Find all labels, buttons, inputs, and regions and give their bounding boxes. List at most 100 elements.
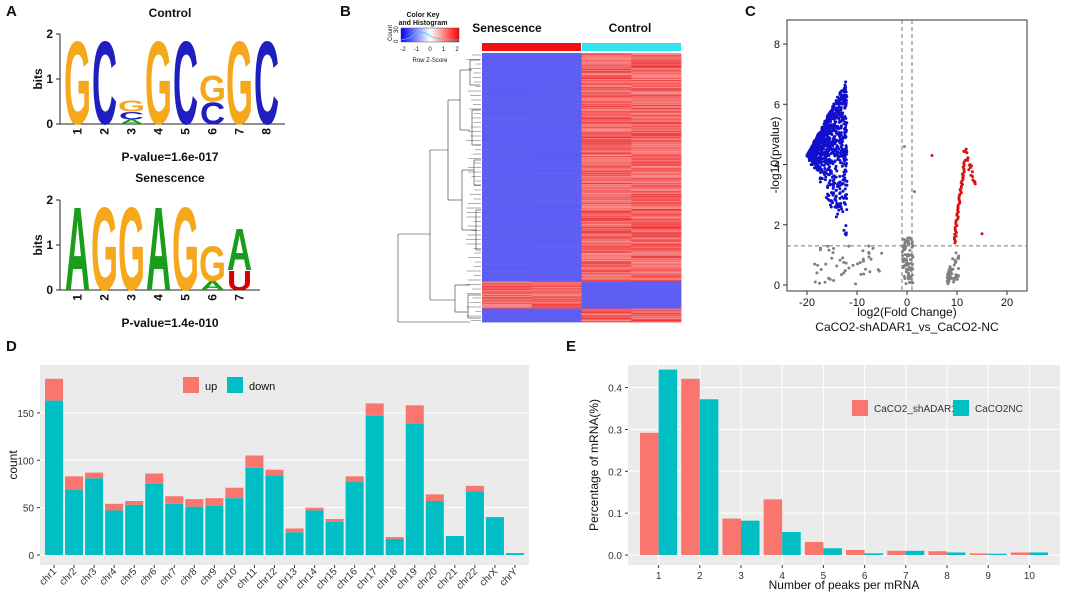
heatmap-cell: [581, 126, 632, 128]
heatmap-cell: [581, 129, 632, 131]
heatmap-cell: [531, 119, 582, 121]
heatmap-cell: [631, 79, 682, 82]
heatmap-cell: [581, 307, 632, 309]
heatmap-cell: [482, 156, 533, 158]
heatmap-cell: [482, 131, 533, 134]
volcano-point-down: [827, 153, 831, 157]
logo-letter-G: G: [172, 183, 199, 316]
volcano-ytick-label: 4: [774, 160, 780, 172]
heatmap-cell: [631, 68, 682, 70]
heatmap-cell: [581, 288, 632, 291]
heatmap-cell: [631, 213, 682, 215]
heatmap-cell: [631, 227, 682, 230]
heatmap-cell: [531, 164, 582, 166]
heatmap-cell: [631, 78, 682, 80]
color-key-ytick-30: 30: [394, 26, 400, 33]
heatmap-cell: [581, 296, 632, 299]
heatmap-cell: [531, 152, 582, 154]
heatmap-cell: [531, 94, 582, 96]
heatmap-cell: [631, 182, 682, 184]
heatmap-cell: [531, 191, 582, 194]
heatmap-cell: [631, 282, 682, 284]
bar-e-xtick-label: 5: [821, 571, 827, 582]
heatmap-cell: [581, 81, 632, 83]
heatmap-cell: [531, 259, 582, 261]
heatmap-cell: [482, 316, 533, 318]
heatmap-cell: [531, 77, 582, 79]
heatmap-cell: [482, 59, 533, 61]
logo-senescence-ylabel: bits: [31, 234, 45, 256]
heatmap-cell: [482, 75, 533, 77]
heatmap-cell: [581, 294, 632, 296]
bar-d-down-chr9: [205, 505, 224, 555]
heatmap-cell: [581, 69, 632, 71]
bar-d-down-chr10: [225, 498, 244, 555]
heatmap-cell: [482, 265, 533, 267]
heatmap-cell: [531, 207, 582, 209]
heatmap-cell: [581, 261, 632, 264]
heatmap-cell: [482, 321, 533, 323]
heatmap-cell: [581, 162, 632, 164]
volcano-point-ns: [906, 241, 910, 245]
heatmap-cell: [581, 99, 632, 101]
heatmap-cell: [581, 236, 632, 239]
logo-letter-C: C: [92, 17, 117, 150]
volcano-point-down: [830, 123, 834, 127]
heatmap-cell: [581, 274, 632, 276]
legend-down-label: down: [249, 381, 275, 393]
logo-ytick-label: 2: [46, 27, 53, 41]
heatmap-cell: [631, 313, 682, 315]
heatmap-cell: [581, 215, 632, 217]
volcano-point-down: [817, 133, 821, 137]
volcano-point-ns: [901, 266, 905, 270]
heatmap-cell: [631, 215, 682, 217]
heatmap-cell: [531, 155, 582, 157]
volcano-point-ns: [903, 241, 907, 245]
logo-control-pvalue: P-value=1.6e-017: [121, 150, 218, 164]
heatmap-cell: [531, 171, 582, 173]
heatmap-cell: [482, 114, 533, 117]
heatmap-cell: [531, 279, 582, 282]
heatmap-cell: [482, 98, 533, 101]
heatmap-cell: [631, 144, 682, 146]
volcano-point-ns: [911, 255, 915, 259]
volcano-point-ns: [909, 237, 913, 241]
heatmap-cell: [482, 270, 533, 273]
heatmap-cell: [631, 55, 682, 57]
heatmap-cell: [581, 80, 632, 83]
heatmap-cell: [631, 91, 682, 93]
heatmap-cell: [581, 227, 632, 230]
heatmap-cell: [531, 88, 582, 91]
volcano-point-down: [834, 195, 838, 199]
volcano-point-down: [829, 159, 833, 163]
heatmap-cell: [482, 286, 533, 288]
volcano-point-up: [930, 154, 934, 157]
volcano-point-ns: [903, 253, 907, 257]
heatmap-cell: [482, 313, 533, 315]
heatmap-cell: [531, 58, 582, 60]
heatmap-cell: [531, 277, 582, 279]
volcano-point-ns: [847, 266, 851, 270]
volcano-point-down: [818, 147, 822, 151]
heatmap-cell: [482, 76, 533, 78]
heatmap-cell: [482, 276, 533, 278]
color-key-tick: 1: [442, 47, 446, 53]
heatmap-cell: [631, 233, 682, 235]
volcano-point-ns: [868, 270, 872, 274]
bar-d-down-chr8: [185, 506, 204, 555]
heatmap-cell: [631, 255, 682, 257]
heatmap-cell: [631, 210, 682, 213]
heatmap-cell: [581, 221, 632, 223]
heatmap-cell: [482, 312, 533, 314]
bar-d-xtick-label: chr14: [294, 566, 320, 592]
heatmap-cell: [581, 56, 632, 58]
heatmap-cell: [531, 240, 582, 242]
volcano-point-down: [813, 159, 817, 163]
volcano-point-down: [830, 116, 834, 120]
volcano-point-down: [821, 127, 825, 131]
heatmap-cell: [581, 242, 632, 244]
heatmap-cell: [581, 269, 632, 272]
volcano-point-ns: [951, 276, 955, 280]
heatmap-cell: [482, 111, 533, 113]
heatmap-cell: [631, 313, 682, 316]
